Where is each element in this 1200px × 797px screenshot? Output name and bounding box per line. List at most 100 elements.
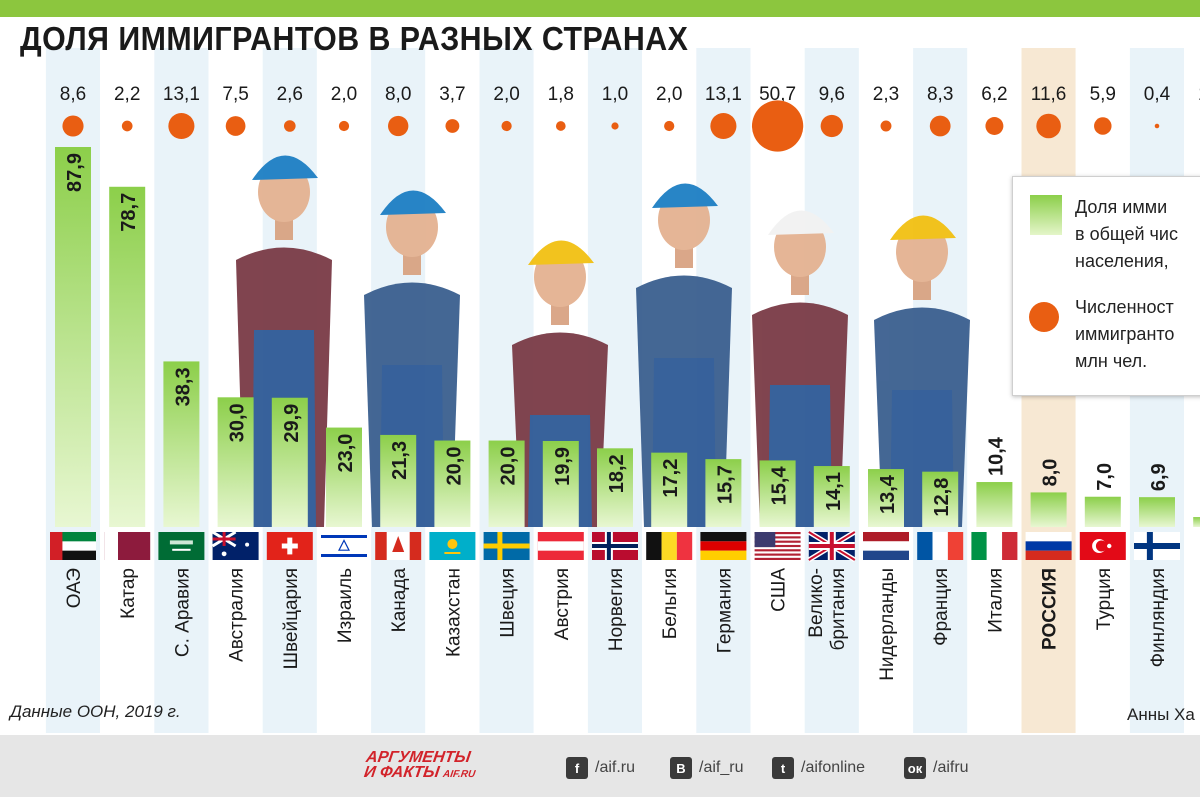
count-value-label: 9,6	[819, 84, 845, 105]
share-value-label: 29,9	[281, 404, 303, 443]
country-label: Австралия	[227, 568, 248, 662]
twitter-icon: t	[772, 757, 794, 779]
count-circle	[710, 112, 737, 140]
switzerland-flag-icon	[266, 532, 313, 560]
facebook-handle: /aif.ru	[595, 759, 636, 776]
logo-site: AIF.RU	[442, 769, 477, 780]
share-value-label: 10,4	[985, 436, 1007, 476]
share-value-label: 30,0	[227, 403, 249, 442]
count-circle	[445, 119, 460, 133]
uae-flag-icon	[50, 532, 96, 560]
author-credit: Анны Ха	[1127, 705, 1195, 724]
hard-hat-icon	[652, 183, 718, 208]
hard-hat-icon	[768, 210, 834, 235]
count-circle	[880, 120, 892, 132]
share-value-label: 78,7	[118, 193, 140, 232]
social-vk-link[interactable]: В /aif_ru	[670, 757, 743, 779]
share-bar	[434, 440, 471, 527]
share-bar	[217, 397, 254, 527]
count-value-label: 1,0	[602, 84, 628, 105]
legend-count-line3: млн чел.	[1075, 351, 1148, 371]
share-value-label: 7,0	[1094, 463, 1116, 491]
hard-hat-icon	[890, 215, 956, 240]
count-value-label: 1,8	[548, 84, 574, 105]
country-label: Германия	[714, 568, 735, 653]
share-bar	[705, 459, 742, 527]
russia-flag-icon	[1025, 532, 1072, 560]
count-circle	[121, 120, 133, 132]
count-value-label: 2,0	[331, 84, 357, 105]
chart-title: ДОЛЯ ИММИГРАНТОВ В РАЗНЫХ СТРАНАХ	[20, 20, 689, 57]
count-value-label: 11,6	[1031, 84, 1067, 105]
share-bar	[597, 448, 633, 527]
twitter-handle: /aifonline	[801, 759, 866, 776]
count-circle	[1036, 113, 1061, 139]
share-bar	[1084, 496, 1121, 527]
share-bar	[163, 361, 200, 527]
social-twitter-link[interactable]: t /aifonline	[772, 757, 865, 779]
count-value-label: 13,1	[705, 84, 742, 105]
country-label: Израиль	[335, 568, 356, 643]
country-label: британия	[828, 568, 849, 651]
legend-share-line3: населения,	[1075, 251, 1169, 271]
share-bar	[922, 471, 959, 527]
share-value-label: 18,2	[606, 454, 628, 493]
count-value-label: 2,3	[873, 84, 899, 105]
vk-handle: /aif_ru	[699, 759, 744, 776]
share-bar	[271, 397, 308, 527]
country-label: США	[769, 568, 790, 612]
count-value-label: 1,2	[1198, 84, 1200, 105]
legend-count-line1: Численност	[1075, 297, 1174, 317]
count-value-label: 2,2	[114, 84, 140, 105]
legend: Доля имми в общей чис населения, Численн…	[1012, 176, 1200, 396]
count-value-label: 8,3	[927, 84, 953, 105]
netherlands-flag-icon	[863, 532, 909, 560]
country-label: Франция	[931, 568, 952, 646]
share-bar	[868, 469, 904, 527]
social-ok-link[interactable]: ок /aifru	[904, 757, 969, 779]
social-facebook-link[interactable]: f /aif.ru	[566, 757, 635, 779]
sweden-flag-icon	[483, 532, 530, 560]
saudi-flag-icon	[158, 532, 205, 560]
count-circle	[985, 117, 1004, 135]
usa-flag-icon	[754, 532, 801, 560]
share-value-label: 6,9	[1148, 463, 1170, 491]
country-label: Турция	[1094, 568, 1115, 630]
count-value-label: 0,4	[1144, 84, 1171, 105]
country-label: Швеция	[498, 568, 519, 638]
share-bar	[542, 440, 579, 527]
footer	[0, 735, 1200, 797]
share-bar	[1030, 492, 1067, 527]
count-circle	[168, 112, 195, 140]
count-circle	[751, 100, 804, 152]
share-bar	[976, 482, 1013, 527]
count-circle	[388, 115, 409, 137]
facebook-icon: f	[566, 757, 588, 779]
count-value-label: 2,6	[277, 84, 303, 105]
count-value-label: 8,0	[385, 84, 411, 105]
count-value-label: 3,7	[439, 84, 465, 105]
share-value-label: 38,3	[172, 367, 194, 406]
count-circle	[1094, 117, 1112, 135]
korea-flag-icon	[1188, 532, 1200, 560]
count-value-label: 2,0	[656, 84, 682, 105]
share-value-label: 15,7	[714, 465, 736, 504]
hard-hat-icon	[528, 240, 594, 265]
aif-logo[interactable]: АРГУМЕНТЫ И ФАКТЫ AIF.RU	[363, 749, 479, 782]
count-value-label: 7,5	[222, 84, 248, 105]
share-value-label: 15,4	[769, 466, 791, 506]
count-value-label: 13,1	[163, 84, 200, 105]
norway-flag-icon	[592, 532, 638, 560]
hard-hat-icon	[380, 190, 446, 215]
count-circle	[555, 121, 566, 131]
ok-handle: /aifru	[933, 759, 969, 776]
share-value-label: 21,3	[389, 441, 411, 480]
legend-share-line2: в общей чис	[1075, 224, 1178, 244]
share-bar	[1139, 497, 1175, 527]
country-label: Норвегия	[606, 568, 627, 651]
germany-flag-icon	[700, 532, 747, 560]
country-label: Катар	[118, 568, 139, 619]
data-source-note: Данные ООН, 2019 г.	[10, 702, 181, 721]
count-circle	[501, 120, 512, 132]
count-circle	[929, 115, 951, 137]
